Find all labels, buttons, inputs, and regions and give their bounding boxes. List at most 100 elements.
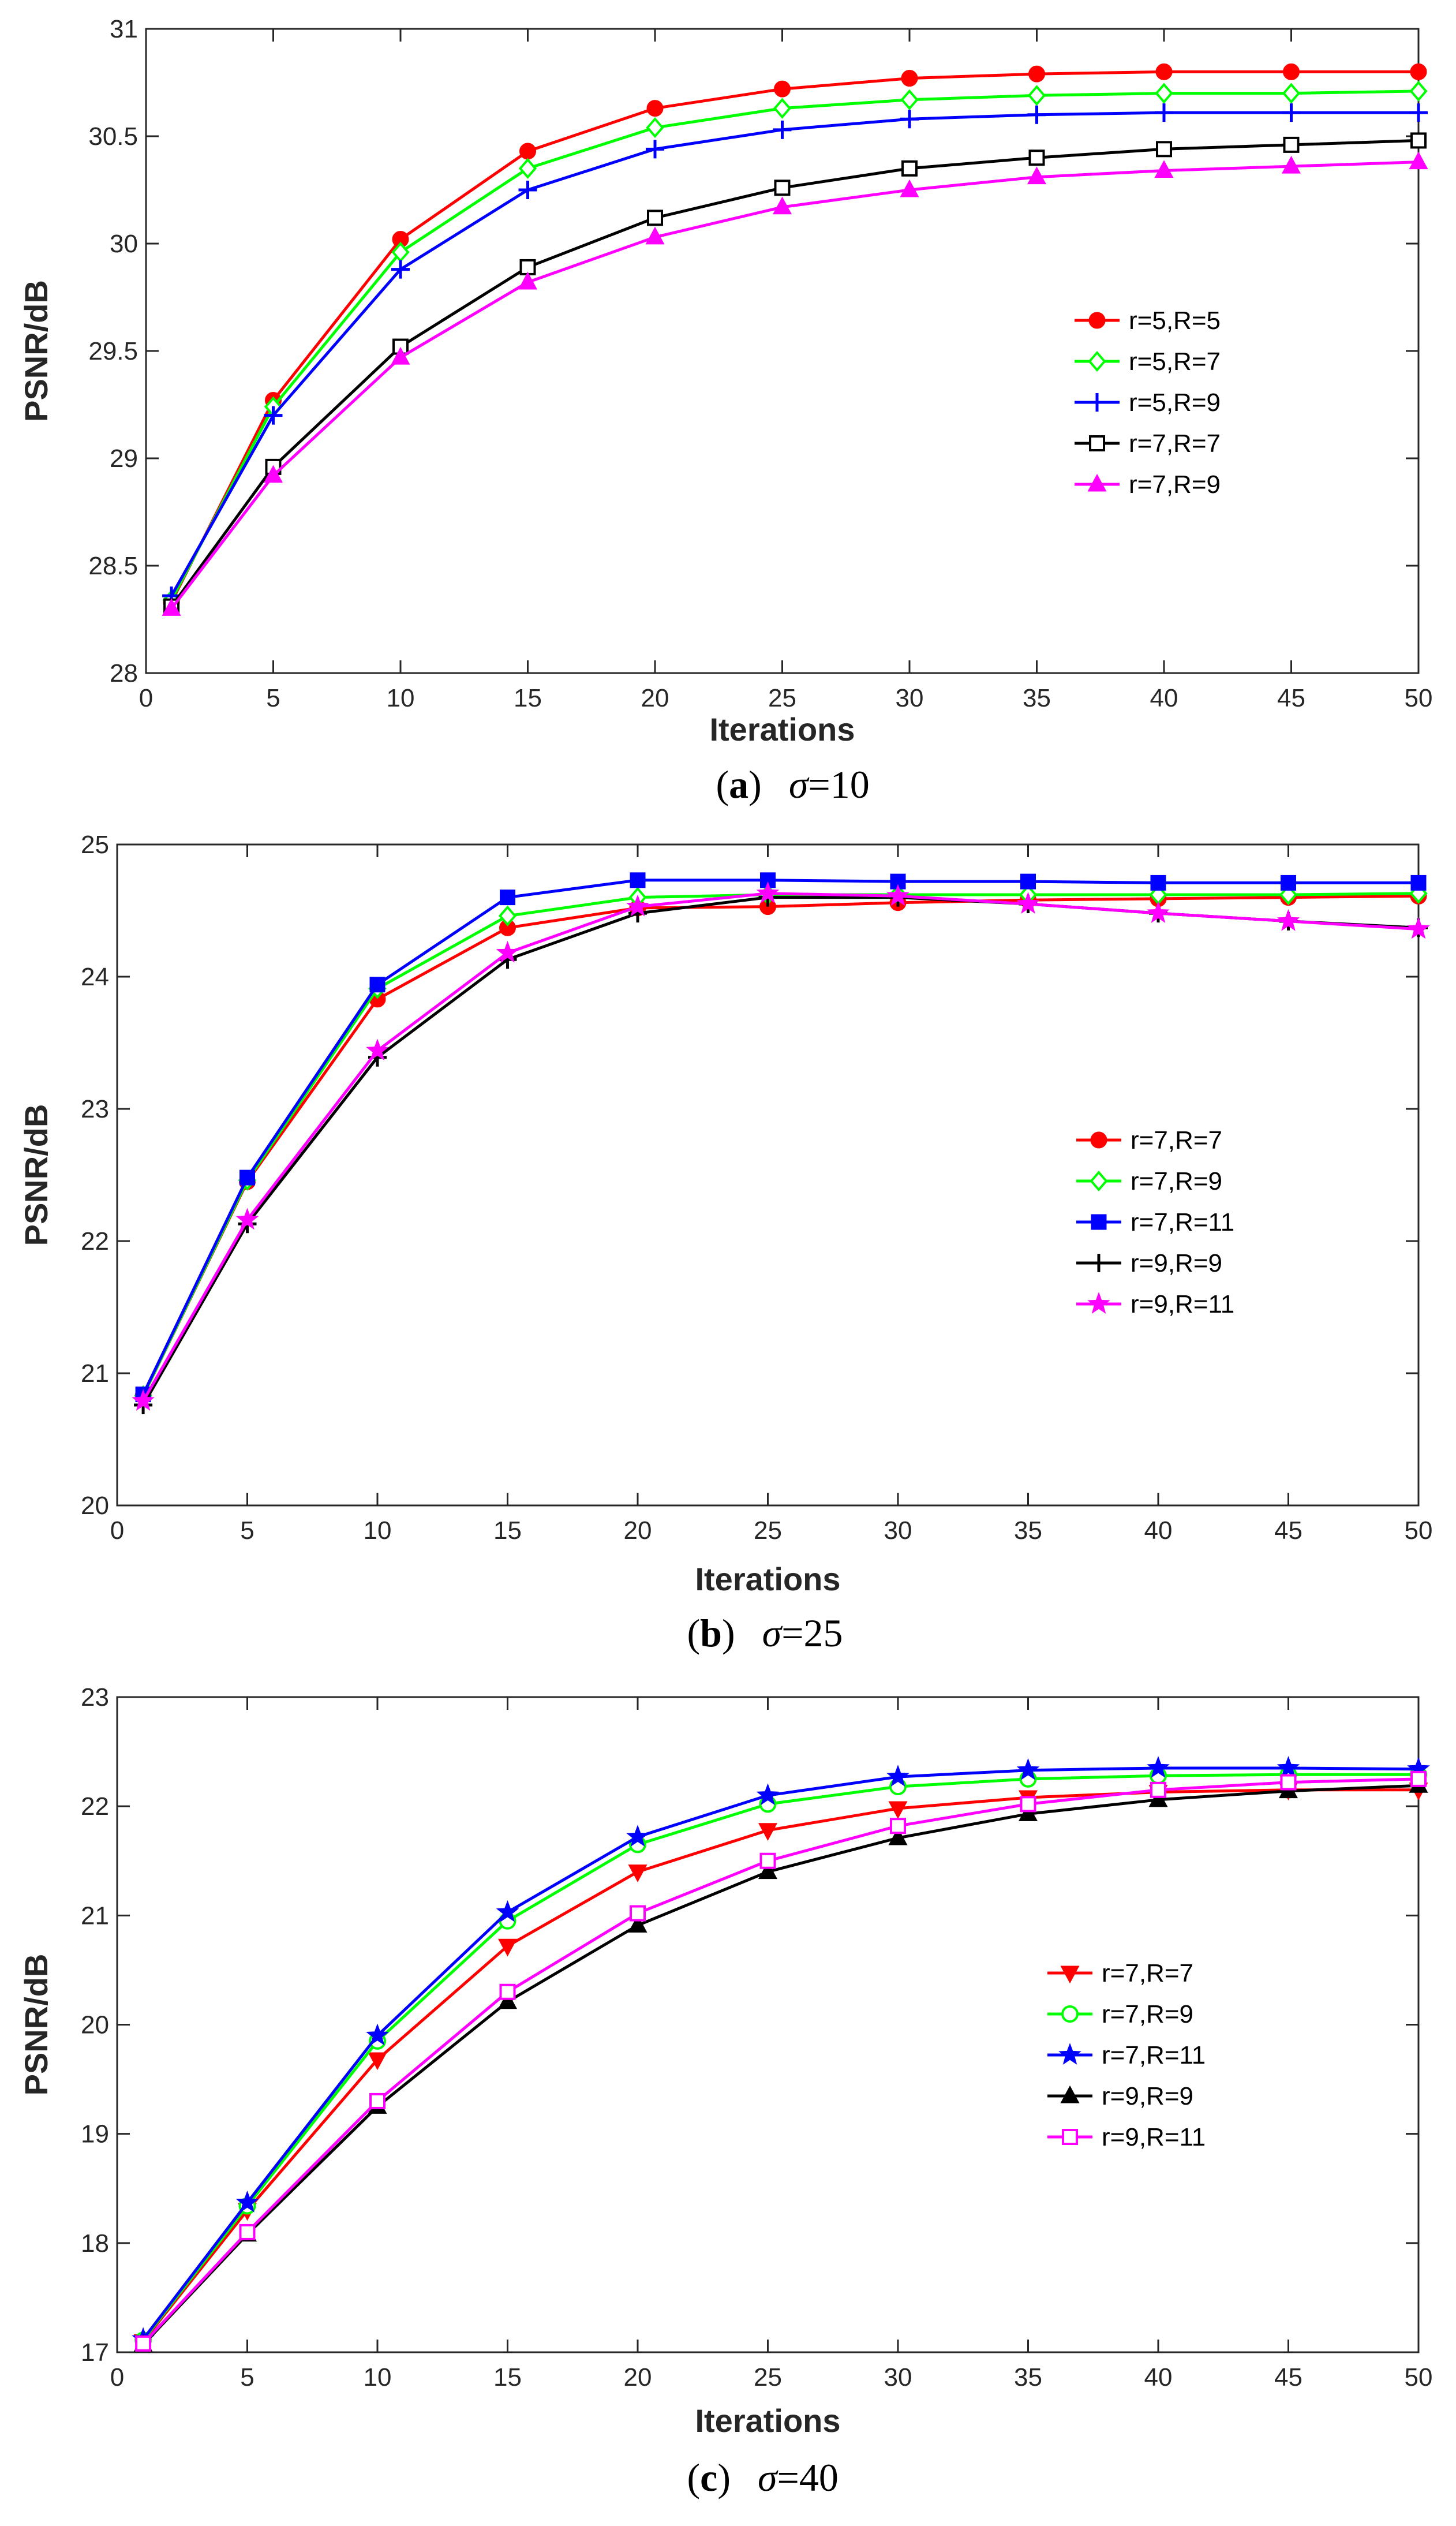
data-point [1020, 1796, 1036, 1813]
data-point [1409, 80, 1428, 102]
x-tick-label: 30 [896, 684, 924, 712]
y-axis-label: PSNR/dB [18, 1104, 54, 1246]
y-tick-label: 29 [110, 444, 138, 473]
y-tick-label: 20 [81, 2011, 109, 2039]
data-point [1410, 875, 1427, 891]
x-tick-label: 0 [110, 1516, 124, 1545]
series-r=9,R=11 [135, 1770, 1427, 2352]
data-point [1155, 83, 1173, 104]
data-point [900, 110, 919, 129]
data-point [391, 346, 410, 365]
legend-label: r=5,R=7 [1129, 347, 1221, 376]
data-point [369, 977, 385, 993]
data-point [1016, 1758, 1040, 1780]
y-tick-label: 21 [81, 1359, 109, 1388]
data-point [646, 117, 664, 139]
data-point [1281, 155, 1301, 174]
series-r=5,R=5 [163, 63, 1427, 611]
data-point [1277, 1756, 1300, 1778]
data-point [239, 2224, 256, 2240]
series-r=7,R=11 [132, 1756, 1430, 2349]
data-point [1410, 132, 1427, 149]
legend-label: r=7,R=9 [1102, 2000, 1193, 2028]
data-point [519, 143, 536, 160]
x-tick-label: 35 [1014, 2363, 1042, 2392]
data-point [756, 1783, 780, 1806]
data-point [1155, 103, 1173, 122]
legend-label: r=7,R=11 [1102, 2041, 1206, 2069]
data-point [900, 179, 919, 197]
panel-caption: (c) σ=40 [687, 2456, 839, 2499]
x-tick-label: 5 [240, 1516, 254, 1545]
y-tick-label: 30 [110, 230, 138, 258]
data-point [646, 140, 664, 159]
data-point [901, 160, 918, 177]
data-point [886, 1765, 909, 1787]
legend-marker [1090, 1170, 1108, 1192]
chart-panel-b: 0 5 10 15 20 25 30 35 40 45 50 20 21 22 23 24 25 Iteratio… [18, 831, 1432, 1655]
data-point [759, 1852, 776, 1869]
data-point [1018, 1803, 1038, 1821]
legend-marker [1087, 473, 1107, 492]
x-tick-label: 50 [1405, 2363, 1433, 2392]
data-point [900, 89, 919, 110]
y-tick-label: 22 [81, 1227, 109, 1255]
data-point [1277, 909, 1300, 931]
data-point [1027, 105, 1046, 124]
legend-marker [1058, 2043, 1081, 2065]
legend-marker [1090, 1131, 1107, 1149]
data-point [368, 2052, 387, 2071]
data-point [1407, 917, 1430, 939]
data-point [758, 1823, 778, 1841]
data-point [1028, 150, 1045, 166]
data-point [886, 884, 909, 906]
legend-label: r=7,R=9 [1129, 470, 1221, 499]
data-point [1020, 873, 1036, 890]
legend-marker [1091, 1214, 1107, 1230]
data-point [630, 872, 646, 888]
data-point [772, 196, 792, 215]
legend-marker [1088, 393, 1106, 412]
x-axis-label: Iterations [695, 1561, 840, 1597]
x-tick-label: 40 [1144, 1516, 1173, 1545]
legend-label: r=5,R=9 [1129, 388, 1221, 417]
x-tick-label: 25 [768, 684, 796, 712]
data-point [888, 1827, 908, 1845]
data-point [162, 598, 181, 616]
data-point [1028, 65, 1045, 83]
y-tick-label: 25 [81, 831, 109, 859]
data-point [758, 1861, 778, 1879]
y-tick-label: 20 [81, 1492, 109, 1520]
chart-panel-c: 0 5 10 15 20 25 30 35 40 45 50 17 18 19 20 21 22 23 Iterat… [18, 1683, 1432, 2499]
x-tick-label: 30 [884, 2363, 912, 2392]
x-tick-label: 40 [1144, 2363, 1173, 2392]
x-tick-label: 10 [364, 1516, 392, 1545]
data-point [1156, 141, 1172, 158]
x-tick-label: 0 [139, 684, 153, 712]
x-tick-label: 35 [1014, 1516, 1042, 1545]
x-tick-label: 5 [240, 2363, 254, 2392]
x-tick-label: 20 [624, 1516, 652, 1545]
y-tick-label: 19 [81, 2120, 109, 2148]
data-point [1148, 1789, 1168, 1807]
data-point [497, 1991, 518, 2009]
legend: r=5,R=5 r=5,R=7 r=5,R=9 r=7,R=7 r=7,R=9 [1075, 307, 1221, 499]
data-point [628, 1915, 647, 1933]
data-point [1027, 166, 1047, 185]
data-point [1150, 1781, 1166, 1798]
data-point [239, 1169, 255, 1186]
data-point [1410, 1770, 1427, 1787]
x-tick-label: 15 [493, 1516, 522, 1545]
y-tick-label: 28.5 [88, 552, 138, 580]
x-tick-label: 25 [754, 1516, 782, 1545]
data-point [630, 1905, 646, 1922]
data-point [774, 180, 791, 196]
y-tick-label: 28 [110, 659, 138, 687]
x-tick-label: 45 [1274, 1516, 1302, 1545]
data-point [1410, 63, 1427, 80]
x-axis-label: Iterations [695, 2402, 840, 2439]
legend: r=7,R=7 r=7,R=9 r=7,R=11 r=9,R=9 r=9,R=11 [1076, 1126, 1234, 1318]
panel-caption: (a) σ=10 [716, 763, 870, 806]
legend-marker [1087, 1292, 1110, 1314]
